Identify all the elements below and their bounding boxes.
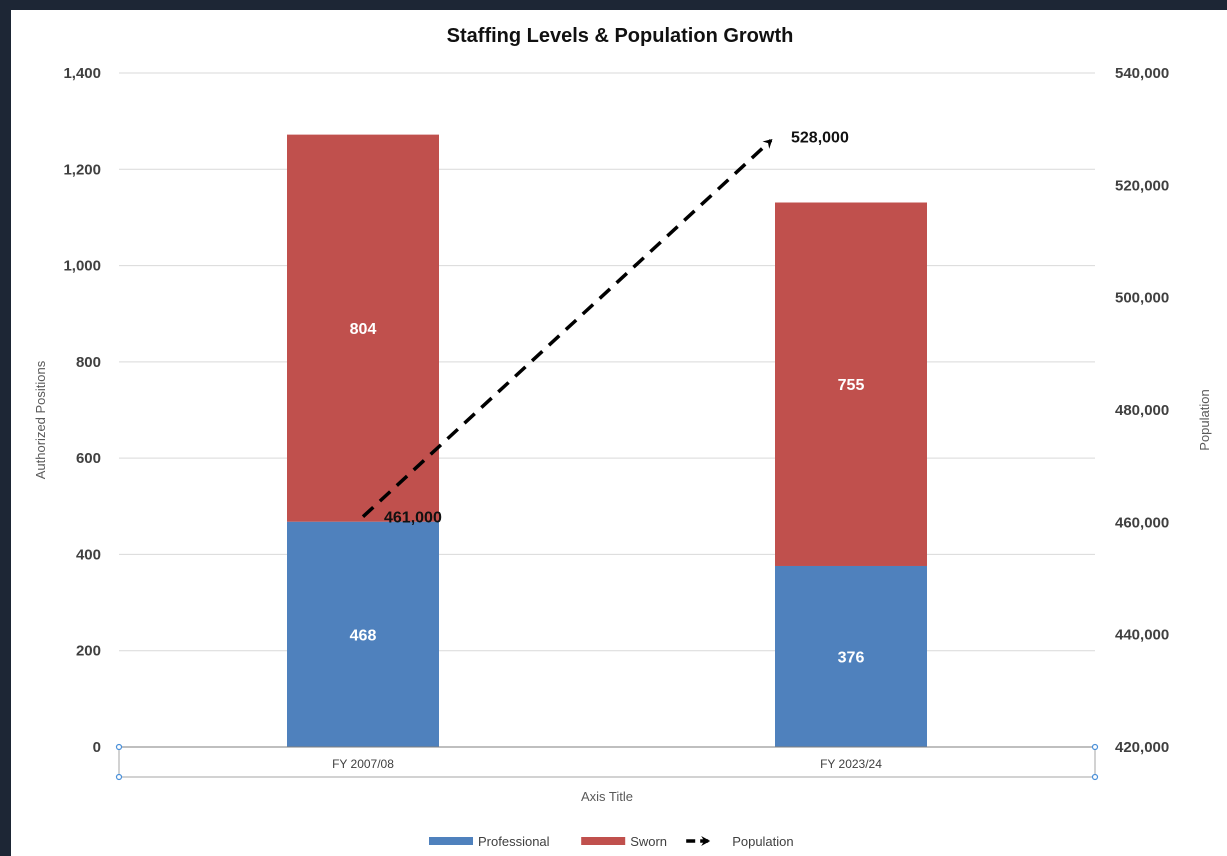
legend: Professional Sworn Population — [429, 834, 794, 849]
bar-professional — [287, 521, 439, 747]
left-tick-label: 1,200 — [63, 161, 101, 178]
stacked-bar-chart: Staffing Levels & Population Growth 0 200… — [33, 25, 1212, 849]
bar-professional — [775, 565, 927, 747]
population-line — [361, 139, 773, 519]
bars: 468 804 376 755 — [287, 134, 927, 747]
bar-sworn — [287, 134, 439, 522]
bar-data-label: 755 — [838, 377, 865, 394]
right-tick-label: 540,000 — [1115, 65, 1169, 82]
left-tick-label: 1,400 — [63, 65, 101, 82]
chart-title: Staffing Levels & Population Growth — [447, 25, 794, 47]
right-tick-label: 460,000 — [1115, 514, 1169, 531]
legend-swatch-professional — [429, 837, 473, 845]
bar-sworn — [775, 202, 927, 566]
left-tick-label: 400 — [76, 546, 101, 563]
left-tick-label: 600 — [76, 450, 101, 467]
x-axis[interactable]: FY 2007/08 FY 2023/24 — [115, 743, 1099, 781]
left-tick-label: 800 — [76, 354, 101, 371]
bar-data-label: 376 — [838, 649, 865, 666]
legend-label: Sworn — [630, 834, 667, 849]
bar-data-label: 468 — [350, 627, 377, 644]
selection-handle — [1091, 743, 1099, 751]
selection-handle — [115, 743, 123, 751]
legend-swatch-sworn — [581, 837, 626, 845]
category-label: FY 2007/08 — [332, 757, 394, 771]
left-tick-label: 1,000 — [63, 258, 101, 275]
left-axis-ticks: 0 200 400 600 800 1,000 1,200 1,400 — [63, 65, 101, 756]
right-axis-ticks: 420,000 440,000 460,000 480,000 500,000 520,0… — [1115, 65, 1169, 756]
category-label: FY 2023/24 — [820, 757, 882, 771]
legend-label: Professional — [478, 834, 550, 849]
right-tick-label: 420,000 — [1115, 739, 1169, 756]
population-series: 461,000 528,000 — [361, 129, 849, 527]
left-axis-title: Authorized Positions — [33, 360, 48, 479]
legend-label: Population — [732, 834, 793, 849]
chart-frame: Staffing Levels & Population Growth 0 200… — [11, 10, 1227, 856]
population-data-label: 528,000 — [791, 129, 849, 146]
right-tick-label: 440,000 — [1115, 627, 1169, 644]
gridlines — [119, 72, 1095, 652]
right-tick-label: 500,000 — [1115, 290, 1169, 307]
right-tick-label: 480,000 — [1115, 402, 1169, 419]
x-axis-title: Axis Title — [581, 789, 633, 804]
left-tick-label: 0 — [93, 739, 101, 756]
x-axis-selection-box — [118, 746, 1096, 778]
bar-data-label: 804 — [350, 321, 377, 338]
population-data-label: 461,000 — [384, 510, 442, 527]
left-tick-label: 200 — [76, 643, 101, 660]
selection-handle — [1091, 773, 1099, 781]
right-axis-title: Population — [1197, 389, 1212, 450]
selection-handle — [115, 773, 123, 781]
right-tick-label: 520,000 — [1115, 177, 1169, 194]
